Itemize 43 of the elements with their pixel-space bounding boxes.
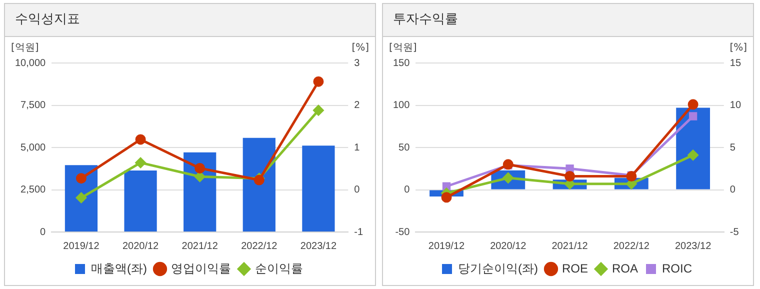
y2-axis-title: [%] [730,42,748,54]
legend-label: ROE [562,261,588,276]
y2-tick-label: 15 [730,58,742,69]
y-tick-label: 150 [392,58,410,69]
x-tick-label: 2019/12 [63,240,100,252]
y-tick-label: 50 [398,142,410,154]
legend-label: ROA [612,261,638,276]
x-tick-label: 2021/12 [552,240,588,252]
legend-label: 매출액(좌) [91,261,148,276]
legend-label: 순이익률 [254,261,303,276]
y2-tick-label: 1 [354,142,360,154]
y-tick-label: 100 [392,100,410,111]
x-tick-label: 2023/12 [674,240,712,252]
x-tick-label: 2020/12 [122,240,160,252]
x-tick-label: 2021/12 [182,240,218,252]
y-tick-label: 10,000 [14,58,46,69]
y-tick-label: 5,000 [20,142,46,154]
y-tick-label: 0 [404,184,410,196]
x-tick-label: 2019/12 [428,240,466,252]
legend-label: ROIC [662,261,692,276]
y2-tick-label: 3 [354,58,360,69]
legend-label: 영업이익률 [170,261,231,276]
y-tick-label: 0 [40,226,46,238]
x-tick-label: 2020/12 [490,240,527,252]
y2-tick-label: 5 [730,142,736,154]
y2-tick-label: 10 [730,100,742,111]
y2-axis-title: [%] [352,42,370,54]
x-tick-label: 2023/12 [300,240,337,252]
y2-tick-label: 2 [354,100,360,111]
y2-tick-label: 0 [354,184,360,196]
y-tick-label: -50 [395,226,410,238]
x-tick-label: 2022/12 [241,240,278,252]
y-axis-title: [억원] [389,42,417,54]
legend-label: 당기순이익(좌) [458,261,538,276]
y-tick-label: 2,500 [20,184,46,196]
chart-title: 수익성지표 [5,4,375,37]
y-tick-label: 7,500 [20,100,46,111]
y2-tick-label: -1 [354,226,364,238]
x-tick-label: 2022/12 [613,240,650,252]
y2-tick-label: 0 [730,184,736,196]
y2-tick-label: -5 [730,226,740,238]
chart-title: 투자수익률 [383,4,753,37]
y-axis-title: [억원] [11,42,39,54]
